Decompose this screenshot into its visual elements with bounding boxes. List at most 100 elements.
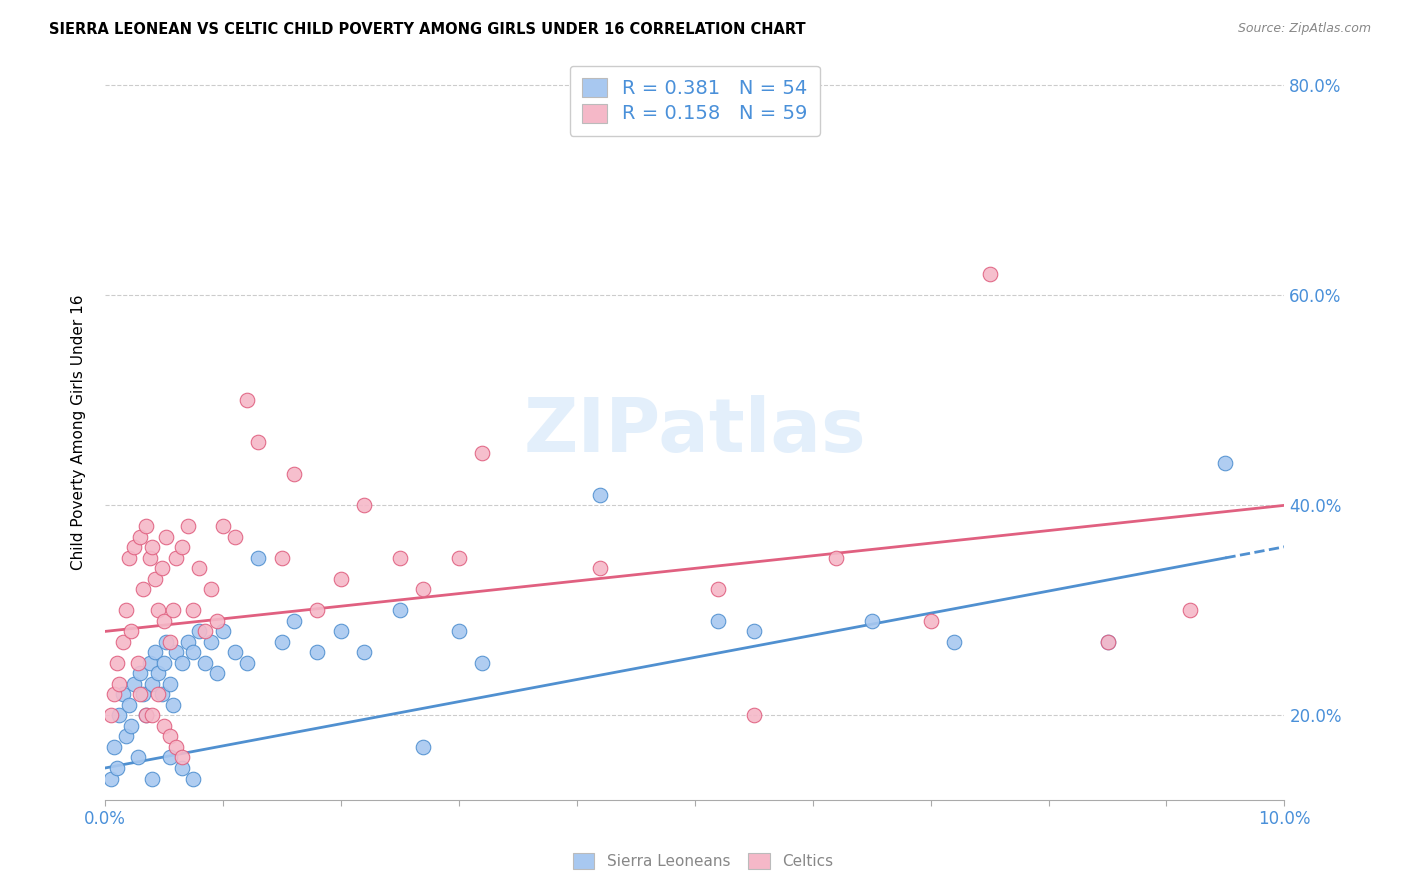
Point — [141, 677, 163, 691]
Point — [412, 739, 434, 754]
Point — [742, 624, 765, 639]
Point — [150, 561, 173, 575]
Point — [353, 499, 375, 513]
Point — [1178, 603, 1201, 617]
Point — [283, 467, 305, 481]
Point — [120, 719, 142, 733]
Point — [353, 645, 375, 659]
Point — [471, 446, 494, 460]
Point — [115, 730, 138, 744]
Point — [471, 656, 494, 670]
Point — [135, 708, 157, 723]
Point — [329, 624, 352, 639]
Point — [129, 530, 152, 544]
Point — [108, 677, 131, 691]
Point — [105, 761, 128, 775]
Point — [329, 572, 352, 586]
Point — [212, 519, 235, 533]
Point — [212, 624, 235, 639]
Point — [159, 750, 181, 764]
Point — [155, 530, 177, 544]
Point — [129, 688, 152, 702]
Text: ZIPatlas: ZIPatlas — [523, 395, 866, 468]
Point — [127, 750, 149, 764]
Point — [170, 761, 193, 775]
Point — [589, 488, 612, 502]
Point — [224, 530, 246, 544]
Point — [159, 635, 181, 649]
Point — [742, 708, 765, 723]
Point — [194, 624, 217, 639]
Point — [159, 677, 181, 691]
Point — [200, 582, 222, 597]
Point — [150, 688, 173, 702]
Point — [271, 635, 294, 649]
Point — [100, 772, 122, 786]
Point — [388, 550, 411, 565]
Point — [860, 614, 883, 628]
Point — [447, 624, 470, 639]
Point — [141, 708, 163, 723]
Point — [146, 688, 169, 702]
Point — [162, 698, 184, 712]
Point — [155, 635, 177, 649]
Point — [162, 603, 184, 617]
Point — [388, 603, 411, 617]
Point — [247, 435, 270, 450]
Point — [979, 267, 1001, 281]
Point — [103, 688, 125, 702]
Point — [103, 739, 125, 754]
Point — [115, 603, 138, 617]
Point — [124, 677, 146, 691]
Point — [707, 582, 730, 597]
Point — [1097, 635, 1119, 649]
Point — [146, 666, 169, 681]
Point — [143, 572, 166, 586]
Point — [170, 750, 193, 764]
Point — [283, 614, 305, 628]
Point — [153, 719, 176, 733]
Text: SIERRA LEONEAN VS CELTIC CHILD POVERTY AMONG GIRLS UNDER 16 CORRELATION CHART: SIERRA LEONEAN VS CELTIC CHILD POVERTY A… — [49, 22, 806, 37]
Y-axis label: Child Poverty Among Girls Under 16: Child Poverty Among Girls Under 16 — [72, 294, 86, 569]
Point — [707, 614, 730, 628]
Point — [135, 708, 157, 723]
Point — [120, 624, 142, 639]
Point — [129, 666, 152, 681]
Point — [1097, 635, 1119, 649]
Point — [170, 656, 193, 670]
Point — [139, 550, 162, 565]
Point — [165, 739, 187, 754]
Point — [194, 656, 217, 670]
Point — [224, 645, 246, 659]
Point — [176, 635, 198, 649]
Point — [135, 519, 157, 533]
Point — [235, 393, 257, 408]
Text: Source: ZipAtlas.com: Source: ZipAtlas.com — [1237, 22, 1371, 36]
Point — [170, 541, 193, 555]
Point — [205, 666, 228, 681]
Point — [412, 582, 434, 597]
Legend: R = 0.381   N = 54, R = 0.158   N = 59: R = 0.381 N = 54, R = 0.158 N = 59 — [569, 66, 820, 136]
Point — [188, 561, 211, 575]
Point — [271, 550, 294, 565]
Point — [108, 708, 131, 723]
Point — [205, 614, 228, 628]
Point — [247, 550, 270, 565]
Point — [1215, 456, 1237, 470]
Point — [183, 603, 205, 617]
Point — [111, 635, 134, 649]
Point — [235, 656, 257, 670]
Point — [141, 772, 163, 786]
Point — [920, 614, 942, 628]
Point — [124, 541, 146, 555]
Point — [153, 614, 176, 628]
Point — [132, 688, 155, 702]
Point — [105, 656, 128, 670]
Point — [307, 603, 329, 617]
Point — [307, 645, 329, 659]
Point — [165, 645, 187, 659]
Point — [447, 550, 470, 565]
Point — [825, 550, 848, 565]
Point — [165, 550, 187, 565]
Point — [183, 645, 205, 659]
